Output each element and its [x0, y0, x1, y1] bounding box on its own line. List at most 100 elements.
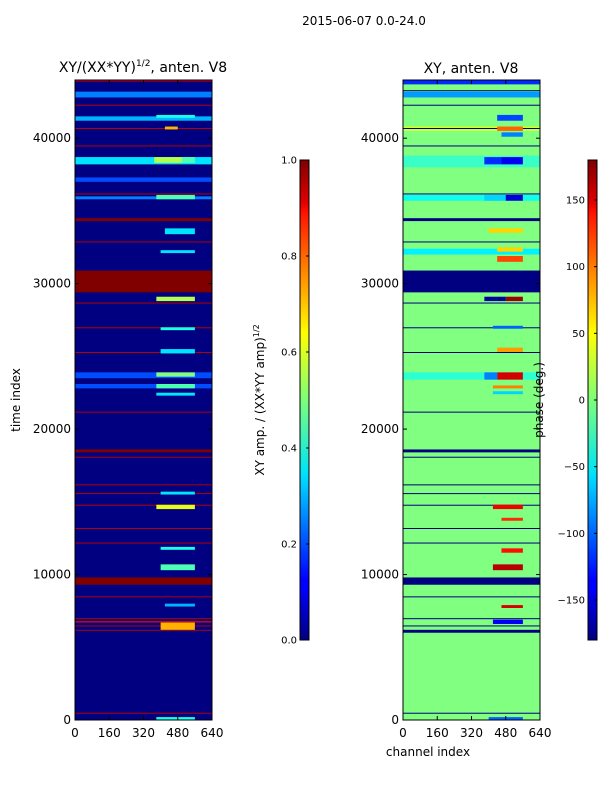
- left-heatmap-line-12: [75, 352, 212, 353]
- right-heatmap-block-9: [497, 247, 523, 252]
- left-heatmap-row-0: [75, 91, 212, 98]
- right-heatmap-block-5: [484, 194, 506, 201]
- left-colorbar-ticks: 0.0 0.2 0.4 0.6 0.8 1.0: [281, 156, 309, 647]
- right-heatmap-line-15: [403, 193, 540, 195]
- left-heatmap-block-2: [156, 114, 195, 118]
- right-heatmap-row-3: [403, 248, 540, 255]
- left-xtick-label-640: 640: [201, 726, 224, 740]
- right-heatmap-line-16: [403, 145, 540, 147]
- left-heatmap-block-4: [156, 194, 195, 200]
- left-heatmap-block-0: [154, 157, 183, 163]
- left-heatmap: [75, 80, 212, 720]
- left-heatmap-row-6: [75, 384, 212, 389]
- right-heatmap-line-9: [403, 456, 540, 458]
- left-heatmap-block-5: [164, 228, 195, 235]
- left-heatmap-block-19: [156, 717, 195, 720]
- right-heatmap-row-2: [403, 194, 540, 201]
- right-heatmap-block-16: [492, 385, 523, 389]
- left-ticks: 0 160 320 480 640 0 10000 20000 30000 40000: [33, 80, 224, 740]
- right-heatmap-line-2: [403, 618, 540, 620]
- left-ylabel: time index: [9, 368, 23, 432]
- right-xtick-label-480: 480: [494, 726, 517, 740]
- left-colorbar-gradient: [299, 159, 310, 641]
- right-heatmap-line-17: [403, 128, 540, 129]
- left-heatmap-band-2: [75, 449, 212, 453]
- right-heatmap-line-13: [403, 302, 540, 304]
- right-heatmap-background: [403, 80, 540, 720]
- left-heatmap-block-10: [156, 372, 195, 377]
- right-colorbar-tick-label-4: 50: [572, 329, 585, 340]
- right-heatmap-line-6: [403, 504, 540, 506]
- right-heatmap-block-3: [497, 126, 523, 131]
- right-heatmap-block-19: [501, 517, 523, 521]
- left-heatmap-line-1: [75, 629, 212, 631]
- left-heatmap-line-16: [75, 193, 212, 195]
- right-ytick-label-20000: 20000: [361, 422, 399, 436]
- right-heatmap-line-8: [403, 484, 540, 486]
- left-heatmap-line-17: [75, 145, 212, 147]
- left-heatmap-line-15: [75, 241, 212, 243]
- right-heatmap-block-14: [497, 372, 523, 380]
- left-heatmap-block-14: [160, 491, 195, 495]
- left-heatmap-line-4: [75, 596, 212, 598]
- right-heatmap-line-10: [403, 411, 540, 413]
- left-ytick-label-30000: 30000: [33, 277, 71, 291]
- right-colorbar-tick-label-0: −150: [558, 596, 585, 607]
- left-heatmap-block-16: [160, 564, 195, 571]
- right-heatmap-block-15: [484, 372, 498, 380]
- right-colorbar: −150 −100 −50 0 50 100 150 phase (deg.): [532, 159, 598, 641]
- left-heatmap-band-1: [75, 577, 212, 585]
- right-heatmap-line-11: [403, 352, 540, 353]
- right-heatmap-band-1: [403, 577, 540, 585]
- right-colorbar-tick-label-6: 150: [566, 196, 585, 207]
- left-heatmap-line-11: [75, 411, 212, 413]
- left-xtick-label-0: 0: [71, 726, 79, 740]
- right-ytick-label-30000: 30000: [361, 277, 399, 291]
- right-heatmap-line-3: [403, 596, 540, 598]
- left-heatmap-line-6: [75, 528, 212, 529]
- figure-suptitle: 2015-06-07 0.0-24.0: [302, 14, 426, 28]
- right-colorbar-label: phase (deg.): [532, 362, 546, 438]
- left-colorbar-label-exp: 1/2: [252, 324, 261, 337]
- left-heatmap-line-2: [75, 625, 212, 627]
- right-heatmap-block-11: [484, 296, 506, 302]
- left-heatmap-block-11: [156, 384, 195, 389]
- right-heatmap-row-0: [403, 91, 540, 98]
- left-heatmap-row-4: [75, 196, 212, 200]
- right-heatmap-block-20: [501, 548, 523, 553]
- right-colorbar-tick-label-1: −100: [558, 529, 585, 540]
- left-heatmap-line-14: [75, 302, 212, 304]
- left-heatmap-line-0: [75, 712, 212, 714]
- left-ytick-label-20000: 20000: [33, 422, 71, 436]
- left-title-tail: , anten. V8: [150, 60, 227, 76]
- right-heatmap-block-4: [501, 132, 523, 137]
- right-heatmap: [403, 80, 540, 720]
- right-xtick-label-320: 320: [460, 726, 483, 740]
- right-heatmap-block-7: [488, 228, 523, 233]
- left-heatmap-block-7: [156, 296, 195, 302]
- right-xlabel: channel index: [386, 745, 470, 759]
- right-heatmap-line-12: [403, 327, 540, 329]
- right-ytick-label-0: 0: [391, 713, 399, 727]
- left-heatmap-band-4: [75, 621, 212, 623]
- right-heatmap-line-18: [403, 104, 540, 106]
- right-colorbar-ticks: −150 −100 −50 0 50 100 150: [558, 196, 597, 607]
- left-panel: XY/(XX*YY)1/2, anten. V8 0 160 320 480 640 0 1…: [9, 59, 227, 740]
- left-colorbar-tick-label-0: 0.0: [281, 636, 297, 647]
- left-heatmap-row-3: [75, 177, 212, 182]
- left-xtick-label-320: 320: [132, 726, 155, 740]
- right-colorbar-tick-label-2: −50: [564, 462, 585, 473]
- right-heatmap-line-4: [403, 542, 540, 544]
- right-ticks: 0 160 320 480 640 0 10000 20000 30000 40000: [361, 80, 551, 740]
- right-heatmap-block-22: [492, 619, 523, 624]
- right-heatmap-block-21: [492, 564, 523, 571]
- right-heatmap-block-10: [505, 296, 523, 302]
- right-heatmap-block-23: [501, 605, 523, 608]
- left-title-exp: 1/2: [136, 59, 150, 69]
- left-xtick-label-160: 160: [98, 726, 121, 740]
- left-colorbar-tick-label-4: 0.8: [281, 252, 297, 263]
- right-heatmap-block-0: [484, 157, 502, 165]
- left-colorbar: 0.0 0.2 0.4 0.6 0.8 1.0 XY amp. / (XX*YY amp)…: [252, 156, 310, 647]
- left-heatmap-line-7: [75, 504, 212, 506]
- right-heatmap-block-13: [497, 347, 523, 352]
